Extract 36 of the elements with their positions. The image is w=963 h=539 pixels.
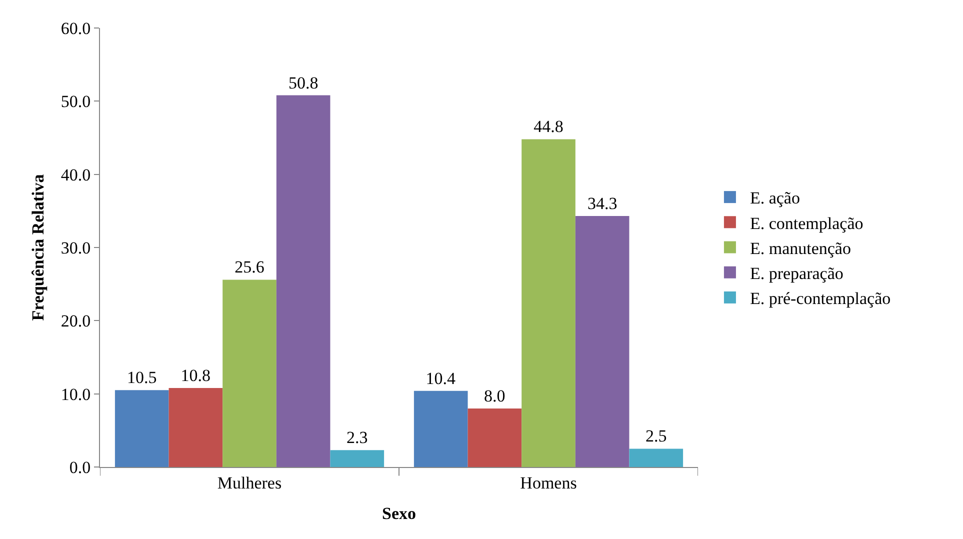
legend-label: E. contemplação (750, 214, 864, 233)
legend-label: E. pré-contemplação (750, 289, 891, 308)
bar (414, 390, 468, 467)
bar (522, 139, 576, 467)
data-label: 8.0 (484, 386, 506, 406)
bar (330, 450, 384, 467)
bar (168, 388, 223, 467)
x-axis-title: Sexo (382, 504, 416, 523)
y-tick-label: 40.0 (60, 165, 91, 184)
data-label: 25.6 (234, 258, 264, 277)
data-label: 10.4 (426, 368, 456, 388)
legend-label: E. preparação (750, 264, 844, 283)
data-label: 34.3 (587, 194, 618, 214)
y-tick-label: 20.0 (60, 312, 91, 331)
x-tick-label: Mulheres (217, 473, 282, 492)
legend-label: E. manutenção (750, 238, 851, 258)
y-tick-label: 0.0 (69, 458, 91, 477)
bar (575, 216, 630, 467)
bar (222, 280, 276, 467)
y-tick-label: 50.0 (60, 92, 91, 112)
bar (276, 95, 330, 467)
bar (114, 390, 169, 467)
data-label: 10.5 (126, 368, 157, 388)
y-tick-label: 60.0 (60, 18, 91, 38)
y-axis-title: Frequência Relativa (28, 174, 48, 321)
data-label: 2.3 (346, 428, 368, 448)
legend-label: E. ação (750, 188, 800, 208)
y-tick-label: 30.0 (60, 238, 91, 258)
data-label: 50.8 (288, 73, 318, 92)
x-tick-label: Homens (520, 473, 577, 492)
data-label: 44.8 (534, 117, 564, 136)
data-label: 2.5 (646, 426, 667, 446)
bar (629, 448, 684, 467)
y-tick-label: 10.0 (60, 384, 91, 404)
data-label: 10.8 (180, 366, 211, 385)
bar (468, 408, 522, 467)
